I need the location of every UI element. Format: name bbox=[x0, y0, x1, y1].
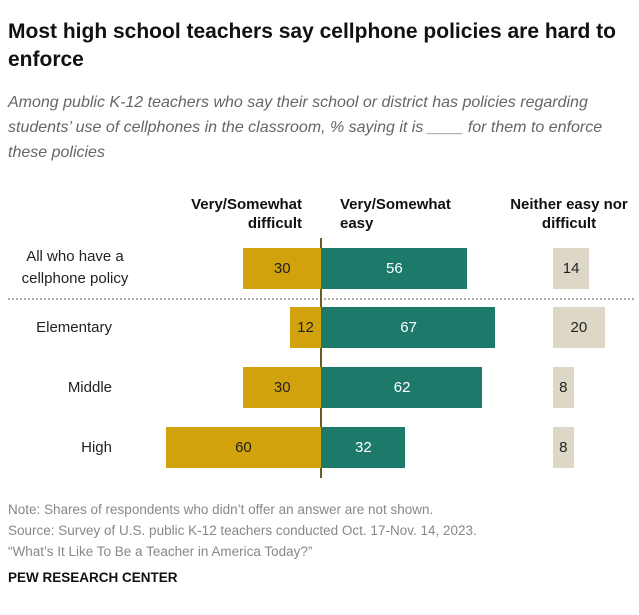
bar bbox=[553, 248, 590, 289]
bar bbox=[289, 307, 321, 348]
bar bbox=[243, 248, 321, 289]
value-label: 8 bbox=[559, 439, 568, 456]
bar bbox=[243, 367, 321, 408]
value-label: 12 bbox=[297, 319, 314, 336]
bar bbox=[553, 427, 574, 468]
bar bbox=[553, 307, 605, 348]
value-label: 67 bbox=[400, 319, 417, 336]
value-label: 56 bbox=[386, 260, 403, 277]
bar bbox=[322, 248, 467, 289]
value-label: 8 bbox=[559, 379, 568, 396]
legend-label: Neither easy nor difficult bbox=[510, 196, 628, 232]
value-label: 30 bbox=[273, 260, 291, 277]
value-label: 62 bbox=[393, 379, 411, 396]
note: Note: Shares of respondents who didn’t o… bbox=[8, 502, 434, 517]
bar bbox=[322, 307, 496, 348]
category-label: Elementary bbox=[36, 318, 112, 336]
value-label: 30 bbox=[273, 379, 291, 396]
legend-label: Very/Somewhat difficult bbox=[191, 196, 302, 232]
chart-title: Most high school teachers say cellphone … bbox=[8, 20, 616, 71]
category-label: High bbox=[81, 438, 112, 456]
zero-line bbox=[320, 238, 322, 478]
bar bbox=[165, 427, 321, 468]
value-label: 14 bbox=[562, 260, 580, 277]
bar bbox=[553, 367, 574, 408]
note: “What’s It Like To Be a Teacher in Ameri… bbox=[8, 544, 313, 559]
value-label: 60 bbox=[235, 439, 252, 456]
bar bbox=[322, 367, 483, 408]
footer: PEW RESEARCH CENTER bbox=[8, 570, 178, 585]
value-label: 32 bbox=[355, 439, 372, 456]
category-label: Middle bbox=[67, 378, 112, 396]
note: Source: Survey of U.S. public K-12 teach… bbox=[8, 523, 477, 538]
bar bbox=[322, 427, 405, 468]
category-label: All who have a cellphone policy bbox=[21, 248, 129, 287]
value-label: 20 bbox=[570, 319, 588, 336]
legend-label: Very/Somewhat easy bbox=[340, 196, 451, 232]
chart-subtitle: Among public K-12 teachers who say their… bbox=[8, 94, 603, 161]
